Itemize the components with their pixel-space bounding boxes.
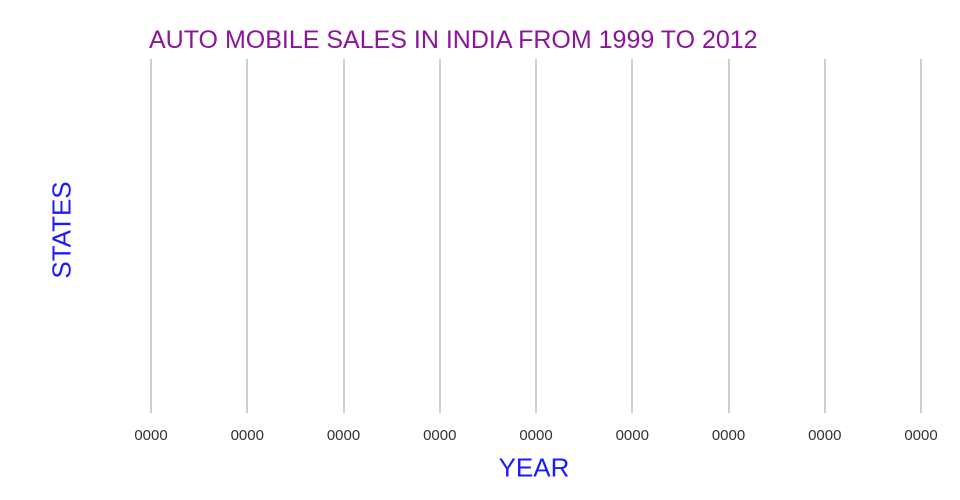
vertical-gridline bbox=[246, 59, 249, 413]
x-tick-label: 0000 bbox=[615, 427, 649, 444]
x-tick-label: 0000 bbox=[326, 427, 361, 444]
x-axis-label: YEAR bbox=[498, 452, 570, 483]
vertical-gridline bbox=[631, 59, 634, 413]
chart-title: AUTO MOBILE SALES IN INDIA FROM 1999 TO … bbox=[149, 26, 758, 54]
x-tick-label: 0000 bbox=[423, 427, 457, 444]
vertical-gridline bbox=[727, 59, 730, 413]
vertical-gridline bbox=[920, 59, 922, 413]
vertical-gridline bbox=[438, 59, 441, 413]
x-tick-label: 0000 bbox=[230, 427, 264, 444]
vertical-gridline bbox=[823, 59, 826, 413]
vertical-gridline bbox=[342, 59, 345, 413]
x-tick-label: 0000 bbox=[134, 427, 168, 444]
x-tick-label: 0000 bbox=[519, 427, 553, 444]
x-tick-label: 0000 bbox=[904, 427, 938, 444]
x-tick-label: 0000 bbox=[711, 427, 746, 444]
x-tick-label: 0000 bbox=[808, 427, 842, 444]
vertical-gridline bbox=[535, 59, 537, 413]
vertical-gridline bbox=[150, 59, 152, 413]
